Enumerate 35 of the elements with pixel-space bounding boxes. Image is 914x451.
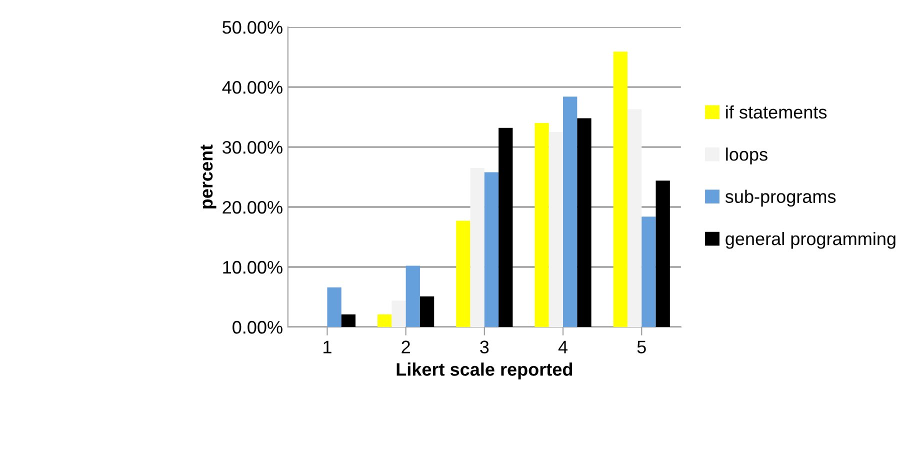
x-tick-label: 1: [324, 340, 332, 354]
y-axis-title: percent: [200, 144, 216, 208]
bar: [498, 128, 513, 327]
bar: [420, 296, 434, 327]
bar: [456, 220, 470, 327]
bar: [392, 300, 406, 327]
bar: [406, 266, 420, 327]
bar: [534, 123, 549, 327]
y-tick-label: 40.00%: [222, 80, 282, 94]
bar: [642, 216, 656, 327]
y-tick-label: 20.00%: [222, 200, 282, 214]
x-tick-label: 5: [637, 340, 646, 354]
y-tick-label: 50.00%: [222, 20, 282, 34]
legend-label: if statements: [726, 105, 827, 119]
bar: [327, 287, 342, 327]
bar: [577, 118, 592, 327]
bar: [341, 314, 356, 327]
x-tick-label: 4: [558, 340, 568, 354]
bar: [627, 109, 642, 327]
bar: [484, 172, 499, 327]
x-axis-title: Likert scale reported: [396, 362, 572, 380]
bar: [656, 180, 670, 327]
legend-label: general programming: [726, 232, 896, 249]
bar: [470, 168, 484, 327]
bar: [548, 132, 564, 327]
x-tick-label: 2: [402, 340, 410, 354]
bar: [613, 52, 628, 327]
y-tick-label: 10.00%: [223, 260, 282, 274]
legend-label: sub-programs: [725, 190, 836, 207]
x-tick-label: 3: [480, 340, 489, 354]
bar: [563, 96, 578, 327]
y-tick-label: 0.00%: [232, 320, 282, 334]
y-tick-label: 30.00%: [222, 140, 282, 154]
legend-label: loops: [726, 148, 768, 164]
bar: [378, 314, 392, 327]
